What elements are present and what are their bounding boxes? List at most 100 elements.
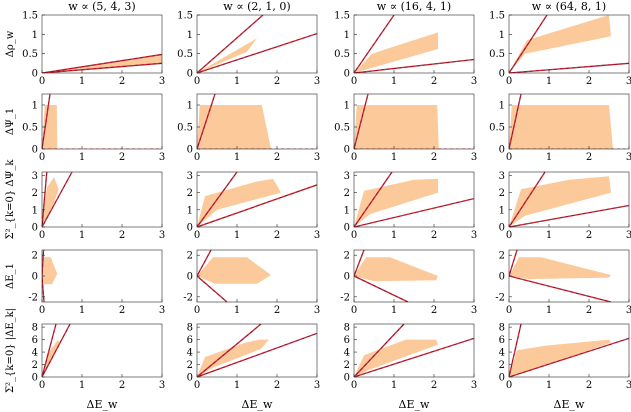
x-tick-label: 2 (274, 305, 280, 316)
feasible-region (197, 257, 271, 284)
bound-line-dash (197, 250, 212, 277)
x-tick-label: 2 (274, 380, 280, 391)
x-tick-label: 2 (586, 76, 592, 87)
x-axis-label: ΔE_w (242, 398, 273, 411)
y-tick-label: 2 (187, 360, 193, 371)
x-tick-label: 3 (626, 305, 631, 316)
x-tick-label: 0 (39, 380, 45, 391)
x-axis-label: ΔE_w (399, 398, 430, 411)
y-tick-label: 0 (187, 223, 193, 234)
axes-frame (196, 14, 318, 74)
column-title: w ∝ (64, 8, 1) (532, 0, 606, 13)
panel-r2-c2: 0 1 2 3 0 1 2 3 (344, 171, 478, 241)
y-tick-label: 0.5 (334, 49, 350, 60)
x-tick-label: 0 (194, 380, 200, 391)
bound-line-dash (354, 198, 474, 227)
panel-r0-c0: 0 1 2 3 0 0.5 1 1.5 (22, 11, 165, 88)
feasible-region (197, 178, 281, 227)
bound-line (509, 15, 548, 73)
plot-area (354, 172, 474, 227)
axes-frame (41, 323, 163, 378)
axes-frame (41, 14, 163, 74)
feasible-region (197, 339, 269, 377)
axes-frame (353, 93, 475, 150)
y-tick-label: 0 (499, 145, 505, 156)
axes-frame (41, 93, 163, 150)
axes-frame (196, 323, 318, 378)
panel-r1-c2: 0 1 2 3 0 0.5 1 (334, 93, 477, 163)
x-tick-label: 1 (546, 76, 552, 87)
y-tick-label: 4 (187, 348, 193, 359)
y-tick-label: 6 (32, 335, 38, 346)
y-tick-label: 4 (32, 348, 38, 359)
y-tick-label: 2 (32, 188, 38, 199)
x-tick-label: 1 (546, 305, 552, 316)
bound-line-dash (197, 94, 216, 149)
y-tick-label: 1.5 (22, 11, 38, 22)
x-tick-label: 3 (159, 380, 165, 391)
panel-r2-c3: 0 1 2 3 0 1 2 3 (499, 171, 631, 241)
y-tick-label: 0.5 (22, 49, 38, 60)
panel-r0-c3: 0 1 2 3 0 0.5 1 1.5 (489, 11, 631, 88)
feasible-region (354, 32, 438, 73)
bound-line-dash (42, 324, 71, 377)
feasible-region (509, 105, 613, 149)
feasible-region (509, 257, 611, 280)
column-title: w ∝ (16, 4, 1) (377, 0, 451, 13)
y-tick-label: 0.5 (22, 123, 38, 134)
y-tick-label: 0 (344, 373, 350, 384)
plot-area (509, 94, 629, 149)
plot-area (509, 172, 629, 227)
x-tick-label: 0 (194, 230, 200, 241)
x-tick-label: 2 (586, 230, 592, 241)
panel-r3-c1: 0 1 2 3-202 (183, 249, 320, 316)
feasible-region (197, 38, 257, 73)
y-tick-label: 2 (344, 251, 350, 262)
x-axis-label: ΔE_w (554, 398, 585, 411)
x-tick-label: 2 (119, 380, 125, 391)
x-tick-label: 1 (391, 152, 397, 163)
x-tick-label: 3 (471, 380, 477, 391)
feasible-region (509, 176, 611, 227)
bound-line (42, 94, 51, 149)
panel-r1-c1: 0 1 2 3 0 0.5 1 (177, 93, 320, 163)
bound-line-dash (354, 324, 405, 377)
bound-line-dash (197, 172, 238, 227)
x-tick-label: 2 (431, 230, 437, 241)
y-tick-label: 1 (344, 30, 350, 41)
plot-area (197, 15, 317, 73)
plot-area (42, 172, 73, 227)
axes-frame (508, 14, 630, 74)
x-tick-label: 1 (546, 380, 552, 391)
x-tick-label: 3 (159, 152, 165, 163)
x-tick-label: 1 (234, 152, 240, 163)
feasible-region (354, 105, 439, 149)
x-tick-label: 0 (39, 305, 45, 316)
panels-layer: 0 1 2 300.511.50 1 2 300.511.50 1 2 300.511.50 1 2 3… (22, 11, 631, 392)
y-tick-label: 6 (187, 335, 193, 346)
plot-area (197, 94, 317, 149)
y-tick-label: 1 (32, 205, 38, 216)
x-tick-label: 3 (314, 152, 320, 163)
x-tick-label: 1 (391, 230, 397, 241)
y-tick-label: 4 (499, 348, 505, 359)
x-tick-label: 0 (351, 76, 357, 87)
feasible-region (42, 105, 58, 149)
bound-line-dash (354, 250, 365, 277)
x-tick-label: 1 (546, 230, 552, 241)
x-tick-label: 2 (431, 76, 437, 87)
y-tick-label: 1 (499, 205, 505, 216)
x-tick-label: 0 (39, 152, 45, 163)
bound-line (42, 324, 57, 377)
bound-line-dash (42, 53, 162, 73)
plot-area (354, 15, 474, 73)
x-tick-label: 3 (626, 380, 631, 391)
panel-r3-c2: 0 1 2 3-202 (340, 249, 477, 316)
bound-line (354, 15, 395, 73)
y-tick-label: 8 (32, 323, 38, 334)
axes-frame (508, 323, 630, 378)
axes-frame (196, 93, 318, 150)
feasible-region (42, 177, 59, 227)
x-tick-label: 2 (119, 305, 125, 316)
